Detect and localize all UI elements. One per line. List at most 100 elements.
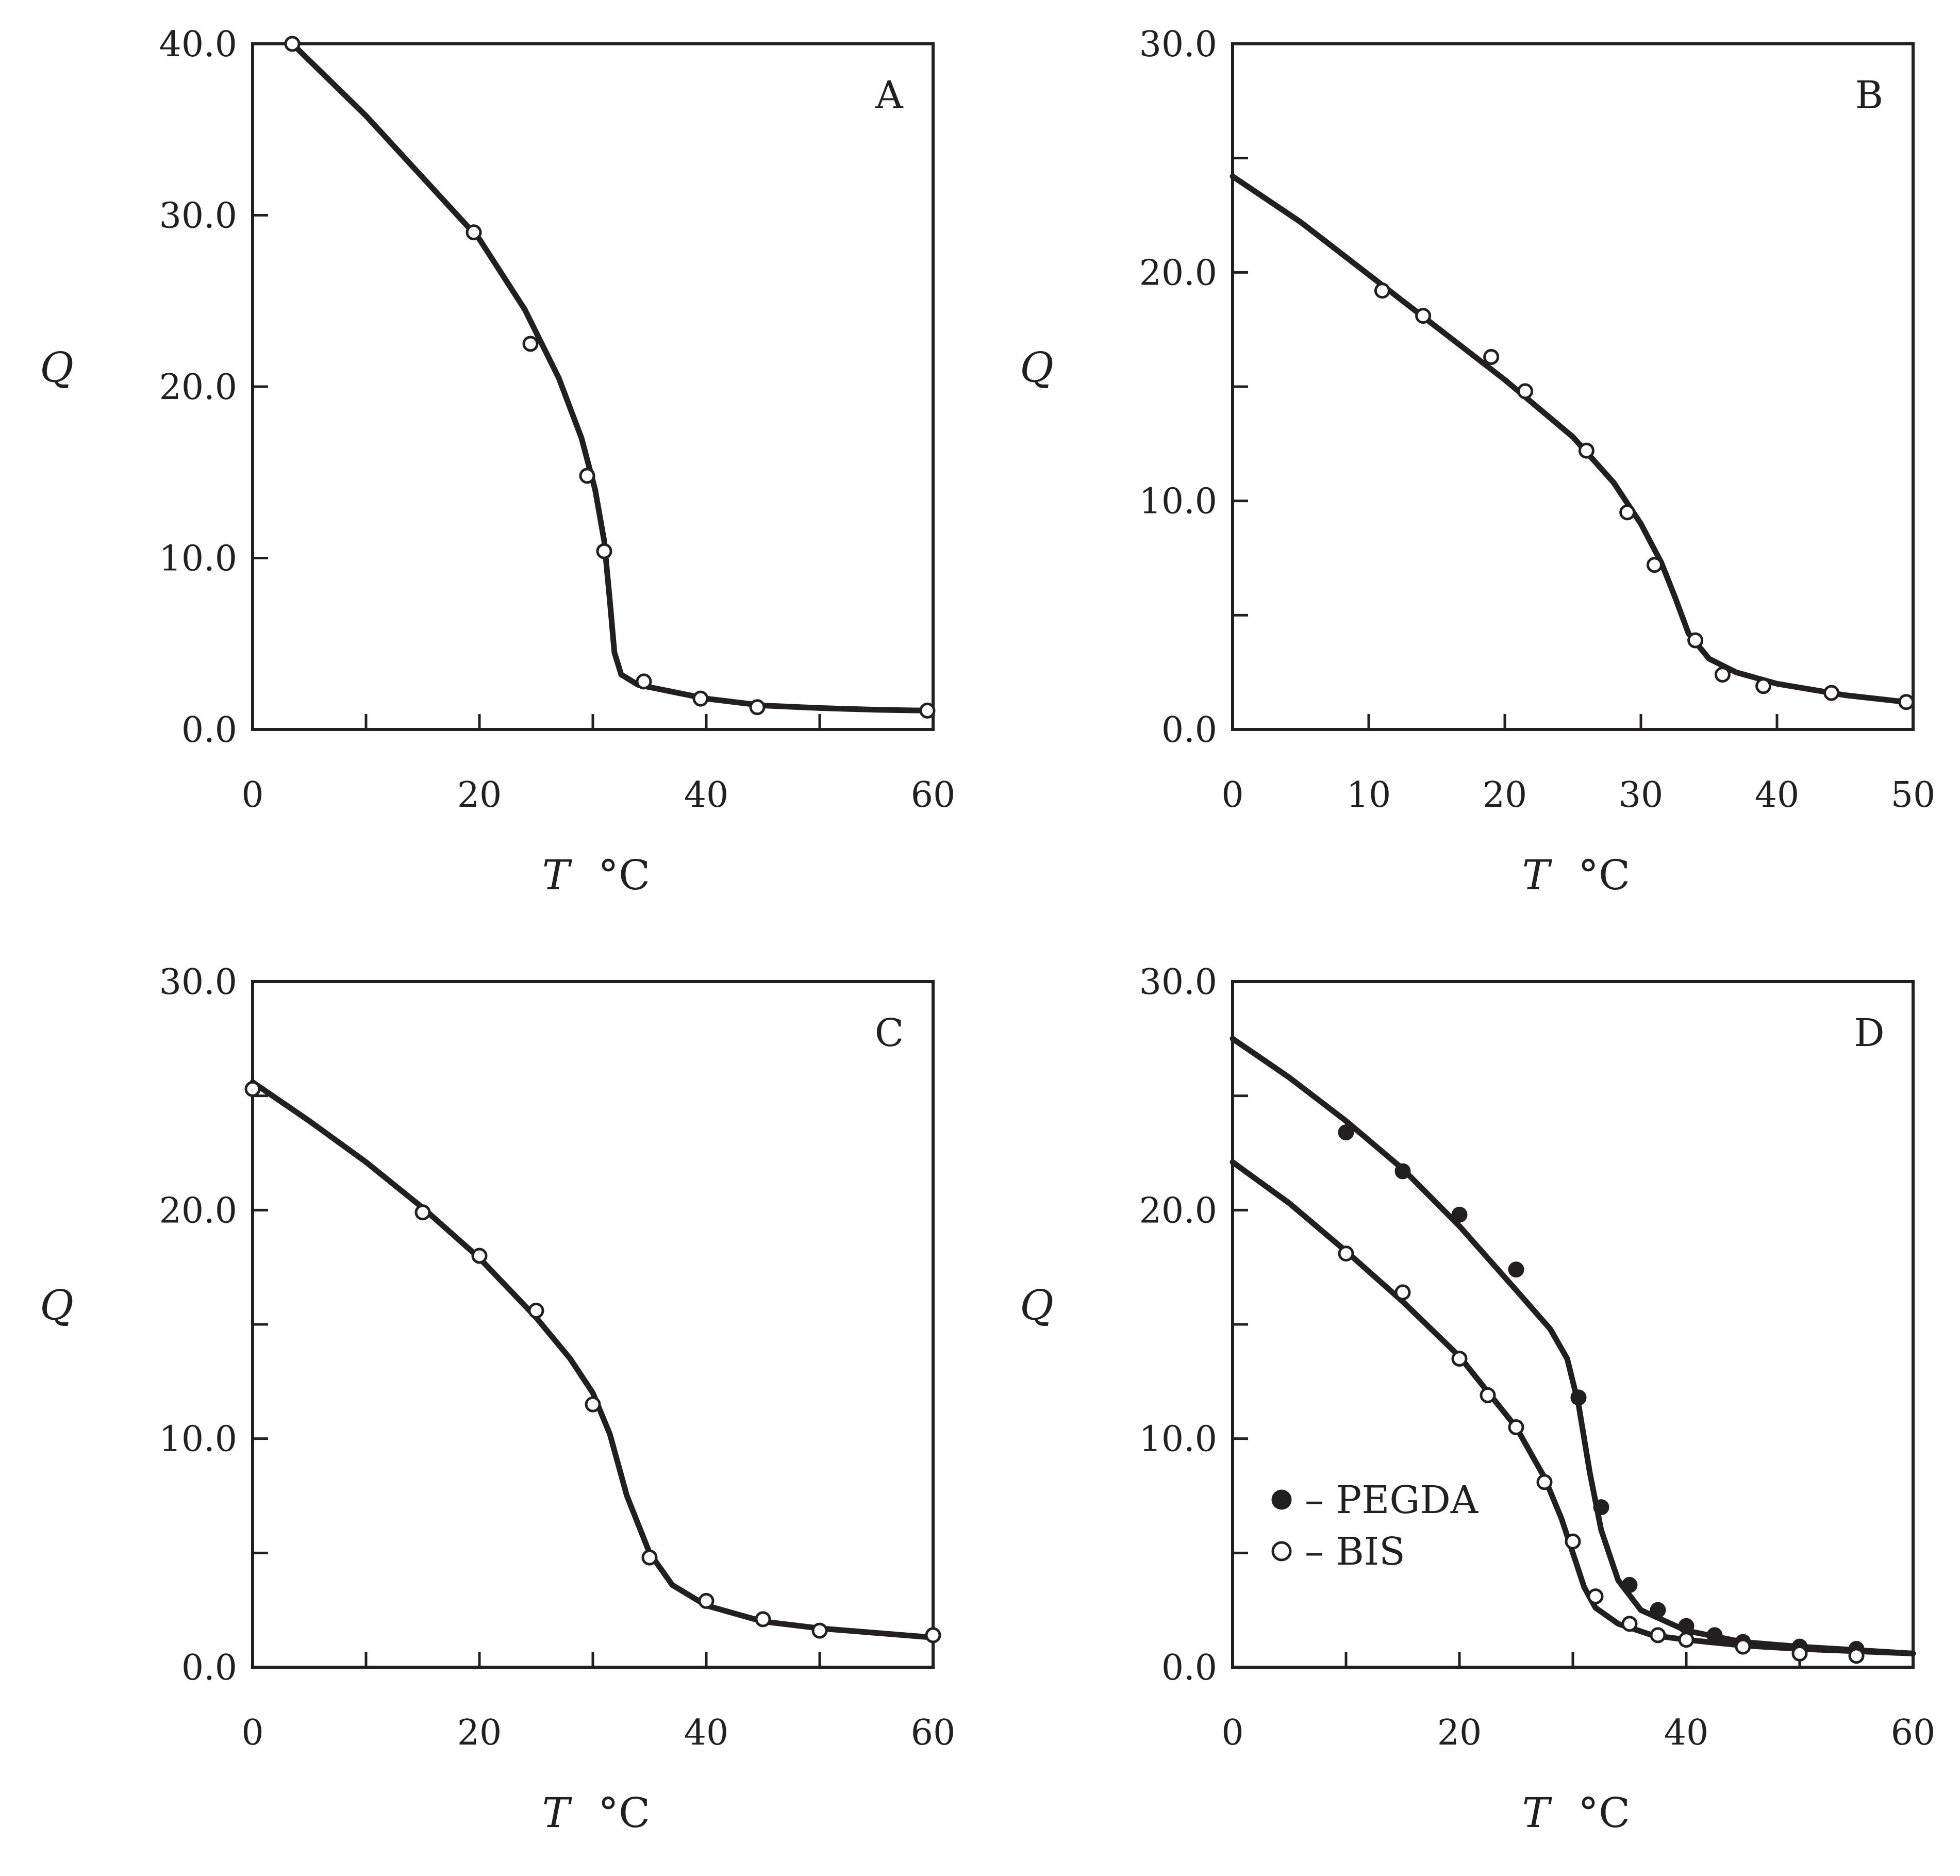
panel-b: 0 10 20 30 40 50 0.0 10.0 20.0 30.0 T °C Q B [980,0,1960,938]
panel-a: 0 20 40 60 0.0 10.0 20.0 30.0 40.0 T °C Q A [0,0,980,938]
x-axis-label-c: T [542,1789,573,1837]
fit-curve-d-bis [1230,1159,1916,1656]
data-point-c-data [698,1592,715,1609]
data-point-a-data [466,224,482,241]
legend-label-pegda: – PEGDA [1305,1478,1479,1522]
x-tick-label-d: 20 [1437,1713,1482,1753]
data-point-a-data [919,702,936,719]
x-tick-label-a: 20 [457,775,502,816]
data-point-a-data [692,690,709,707]
x-axis-unit-b: °C [1578,851,1630,899]
data-point-a-data [579,468,595,484]
data-point-b-data [1483,348,1500,365]
data-point-d-bis [1848,1648,1865,1664]
y-tick-label-c: 20.0 [159,1190,237,1231]
x-tick-label-a: 40 [684,775,729,816]
data-point-c-data [471,1248,488,1264]
x-tick-label-c: 40 [684,1713,729,1753]
legend-marker-bis [1271,1541,1292,1562]
x-tick-label-c: 0 [241,1713,263,1753]
data-point-c-data [585,1396,601,1413]
legend-label-bis: – BIS [1305,1530,1405,1574]
data-point-a-data [749,699,766,716]
x-tick-label-b: 10 [1347,775,1391,816]
y-tick-label-a: 40.0 [159,24,237,65]
data-point-d-pegda [1570,1389,1587,1406]
y-tick-label-b: 0.0 [1161,710,1217,751]
fit-curve-d-pegda [1230,1036,1916,1656]
data-point-a-data [522,336,539,352]
data-point-b-data [1646,557,1663,573]
data-point-d-bis [1621,1616,1638,1632]
data-point-d-bis [1587,1588,1604,1605]
data-point-b-data [1415,308,1432,324]
y-tick-label-b: 20.0 [1139,253,1217,293]
data-point-d-bis [1735,1638,1751,1655]
chart-d: 0 20 40 60 0.0 10.0 20.0 30.0 T °C Q D – PEGDA – BIS [1020,962,1935,1837]
data-point-d-pegda [1451,1206,1468,1223]
legend-marker-pegda [1271,1489,1292,1510]
data-point-c-data [641,1549,658,1566]
data-point-d-pegda [1621,1576,1638,1593]
fit-curve-c-data [250,1079,936,1640]
data-point-d-pegda [1508,1261,1524,1278]
data-point-b-data [1755,678,1772,694]
x-axis-unit-c: °C [598,1789,650,1837]
x-axis-label-a: T [542,851,573,899]
chart-c: 0 20 40 60 0.0 10.0 20.0 30.0 T °C Q C [40,962,955,1837]
x-axis-unit-a: °C [598,851,650,899]
y-tick-label-b: 30.0 [1139,24,1217,65]
data-point-b-data [1517,383,1534,400]
chart-a: 0 20 40 60 0.0 10.0 20.0 30.0 40.0 T °C Q A [40,24,955,899]
y-tick-label-d: 30.0 [1139,962,1217,1003]
data-point-a-data [596,543,612,559]
x-tick-label-d: 40 [1664,1713,1709,1753]
data-point-d-bis [1394,1284,1411,1301]
data-point-c-data [755,1611,771,1628]
panel-label-b: B [1855,73,1883,118]
data-point-c-data [414,1204,431,1221]
data-point-d-bis [1451,1351,1468,1367]
data-point-c-data [528,1302,544,1319]
data-point-d-pegda [1338,1124,1354,1141]
data-point-a-data [284,36,301,52]
x-tick-label-a: 0 [241,775,263,816]
y-tick-label-a: 30.0 [159,196,237,237]
data-point-d-bis [1480,1387,1496,1403]
y-tick-label-c: 10.0 [159,1419,237,1460]
x-tick-label-d: 0 [1221,1713,1243,1753]
data-point-d-bis [1536,1474,1553,1490]
fit-curve-a-data [289,41,931,713]
y-axis-label-c: Q [40,1281,74,1329]
data-point-b-data [1687,632,1704,649]
x-tick-label-b: 0 [1221,775,1243,816]
y-tick-label-d: 0.0 [1161,1648,1217,1688]
plot-frame-a [251,42,935,731]
y-tick-label-d: 20.0 [1139,1190,1217,1231]
data-point-c-data [811,1622,828,1639]
data-point-a-data [636,673,652,690]
panel-label-a: A [875,73,904,118]
data-point-d-bis [1338,1246,1354,1262]
y-axis-label-a: Q [40,343,74,391]
data-point-b-data [1374,283,1390,299]
data-point-d-bis [1650,1627,1666,1643]
x-axis-unit-d: °C [1578,1789,1630,1837]
y-tick-label-a: 0.0 [181,710,237,751]
data-point-c-data [925,1627,941,1643]
data-point-b-data [1898,694,1915,710]
x-tick-label-b: 40 [1755,775,1800,816]
data-point-b-data [1619,504,1636,521]
data-point-d-bis [1508,1419,1524,1435]
y-tick-label-d: 10.0 [1139,1419,1217,1460]
data-point-d-bis [1791,1645,1808,1662]
panel-label-c: C [875,1011,904,1055]
y-axis-label-b: Q [1020,343,1054,391]
data-point-d-bis [1565,1533,1581,1550]
panel-label-d: D [1854,1011,1884,1055]
x-tick-label-b: 20 [1483,775,1527,816]
data-point-d-pegda [1593,1499,1609,1516]
y-tick-label-a: 20.0 [159,367,237,408]
x-tick-label-c: 20 [457,1713,502,1753]
